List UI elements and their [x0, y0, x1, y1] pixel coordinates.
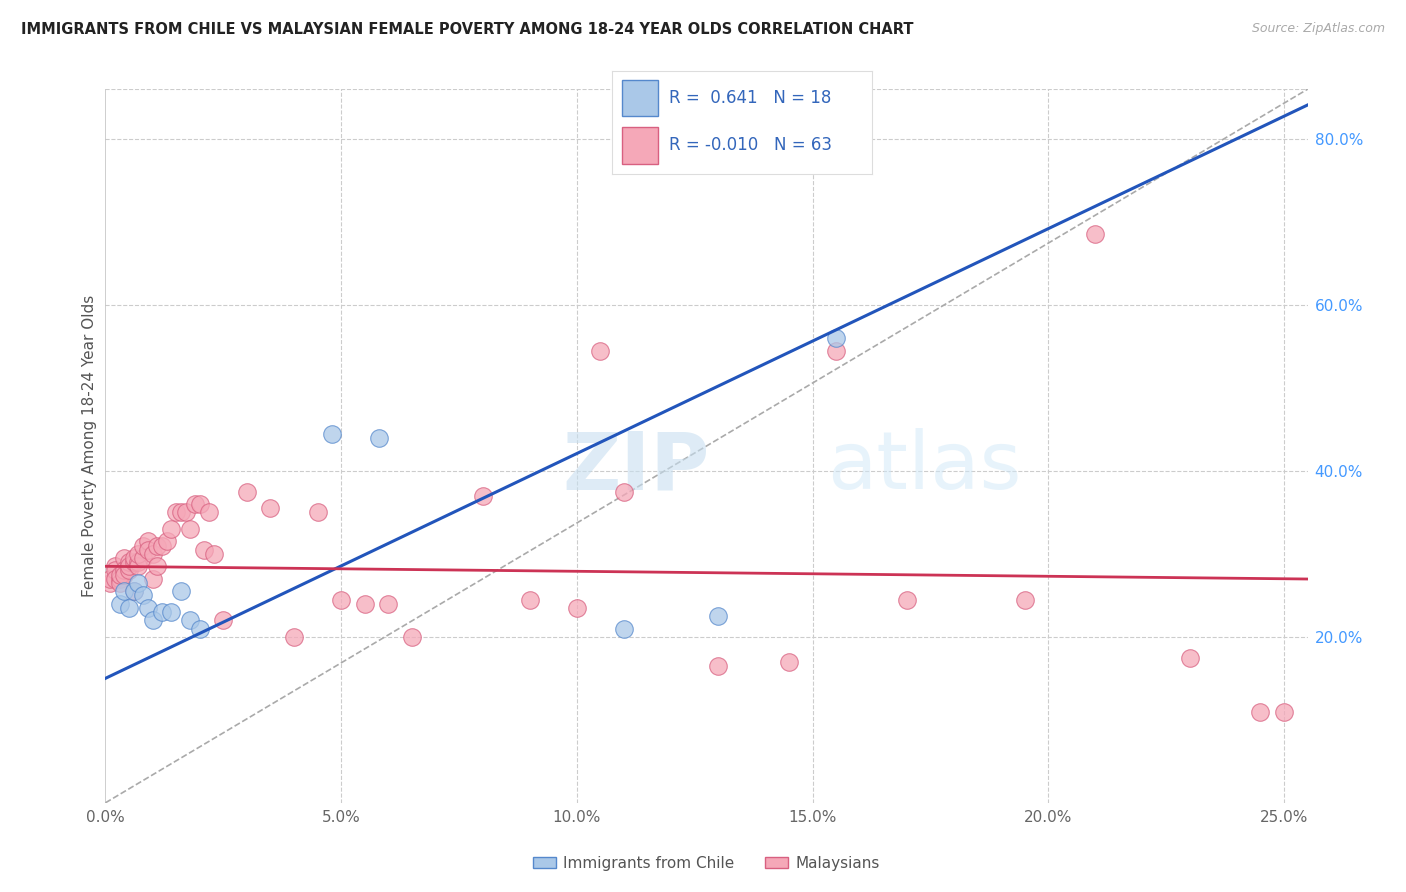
Point	[118, 555, 141, 569]
Bar	[621, 127, 658, 163]
Point	[132, 539, 155, 553]
Point	[471, 489, 494, 503]
Text: ZIP: ZIP	[562, 428, 710, 507]
Point	[127, 547, 149, 561]
Point	[108, 575, 131, 590]
Point	[150, 605, 173, 619]
Text: atlas: atlas	[827, 428, 1021, 507]
Point	[188, 622, 211, 636]
Point	[236, 484, 259, 499]
Point	[1084, 227, 1107, 242]
Point	[707, 659, 730, 673]
Text: IMMIGRANTS FROM CHILE VS MALAYSIAN FEMALE POVERTY AMONG 18-24 YEAR OLDS CORRELAT: IMMIGRANTS FROM CHILE VS MALAYSIAN FEMAL…	[21, 22, 914, 37]
Point	[825, 343, 848, 358]
Point	[184, 497, 207, 511]
Point	[259, 501, 281, 516]
Point	[519, 592, 541, 607]
Point	[118, 600, 141, 615]
Point	[122, 551, 145, 566]
Point	[146, 539, 169, 553]
Point	[136, 600, 159, 615]
Point	[613, 484, 636, 499]
Point	[202, 547, 225, 561]
Point	[98, 575, 121, 590]
Point	[122, 555, 145, 569]
Point	[707, 609, 730, 624]
Point	[136, 542, 159, 557]
Point	[367, 431, 389, 445]
Point	[212, 613, 235, 627]
Point	[377, 597, 399, 611]
Point	[136, 534, 159, 549]
Point	[165, 505, 187, 519]
Point	[174, 505, 197, 519]
Bar	[621, 79, 658, 117]
Point	[198, 505, 221, 519]
Point	[613, 622, 636, 636]
Point	[98, 572, 121, 586]
Point	[589, 343, 612, 358]
Point	[112, 551, 135, 566]
Point	[307, 505, 329, 519]
Point	[150, 539, 173, 553]
Point	[127, 575, 149, 590]
Point	[127, 559, 149, 574]
Point	[142, 572, 165, 586]
Point	[193, 542, 215, 557]
Point	[353, 597, 375, 611]
Point	[127, 555, 149, 569]
Point	[170, 505, 193, 519]
Point	[330, 592, 353, 607]
Point	[188, 497, 211, 511]
Point	[112, 567, 135, 582]
Point	[108, 567, 131, 582]
Legend: Immigrants from Chile, Malaysians: Immigrants from Chile, Malaysians	[527, 850, 886, 877]
Point	[1272, 705, 1295, 719]
Point	[401, 630, 423, 644]
Point	[142, 547, 165, 561]
Point	[179, 613, 201, 627]
Point	[283, 630, 305, 644]
Point	[104, 559, 127, 574]
Point	[778, 655, 800, 669]
Point	[112, 564, 135, 578]
Point	[132, 588, 155, 602]
Point	[1178, 650, 1201, 665]
Point	[142, 613, 165, 627]
Point	[104, 572, 127, 586]
Point	[156, 534, 179, 549]
Point	[108, 597, 131, 611]
Text: Source: ZipAtlas.com: Source: ZipAtlas.com	[1251, 22, 1385, 36]
Point	[118, 564, 141, 578]
Point	[896, 592, 918, 607]
Point	[179, 522, 201, 536]
Point	[122, 584, 145, 599]
Text: R = -0.010   N = 63: R = -0.010 N = 63	[669, 136, 832, 154]
Point	[112, 584, 135, 599]
Point	[1014, 592, 1036, 607]
Text: R =  0.641   N = 18: R = 0.641 N = 18	[669, 89, 831, 107]
Point	[321, 426, 343, 441]
Point	[108, 572, 131, 586]
Point	[132, 551, 155, 566]
Point	[146, 559, 169, 574]
Point	[170, 584, 193, 599]
Point	[122, 584, 145, 599]
Point	[160, 522, 183, 536]
Point	[160, 605, 183, 619]
Point	[825, 331, 848, 345]
Point	[1249, 705, 1271, 719]
Point	[118, 559, 141, 574]
Point	[104, 564, 127, 578]
Y-axis label: Female Poverty Among 18-24 Year Olds: Female Poverty Among 18-24 Year Olds	[82, 295, 97, 597]
Point	[565, 600, 588, 615]
